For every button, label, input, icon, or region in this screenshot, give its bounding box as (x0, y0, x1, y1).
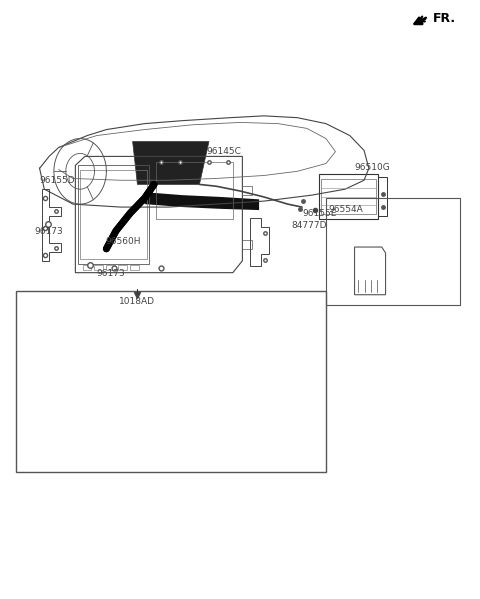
Text: 96155E: 96155E (302, 208, 336, 217)
Bar (80, 170, 147, 259)
Text: 84777D: 84777D (291, 221, 327, 230)
Text: FR.: FR. (433, 11, 456, 25)
Text: 1018AD: 1018AD (120, 297, 156, 305)
Text: 96560H: 96560H (105, 237, 141, 246)
Bar (95, 265, 103, 270)
Text: 96173: 96173 (35, 227, 63, 236)
Bar (242, 186, 252, 195)
Text: 96173: 96173 (97, 270, 126, 279)
Bar (242, 240, 252, 249)
Bar (16, 291, 326, 473)
Bar (83, 265, 91, 270)
Text: 96554A: 96554A (328, 205, 363, 214)
Polygon shape (144, 192, 259, 210)
Polygon shape (132, 141, 209, 184)
Bar (321, 179, 376, 214)
Bar (319, 174, 378, 219)
Text: 96145C: 96145C (206, 147, 241, 156)
Bar (130, 265, 139, 270)
Text: 96510G: 96510G (355, 163, 390, 172)
Bar (378, 177, 387, 216)
Bar (107, 265, 115, 270)
Text: 96155D: 96155D (39, 176, 75, 184)
Bar (118, 265, 127, 270)
Bar (78, 165, 149, 264)
Bar (156, 162, 233, 219)
Bar (326, 198, 459, 305)
